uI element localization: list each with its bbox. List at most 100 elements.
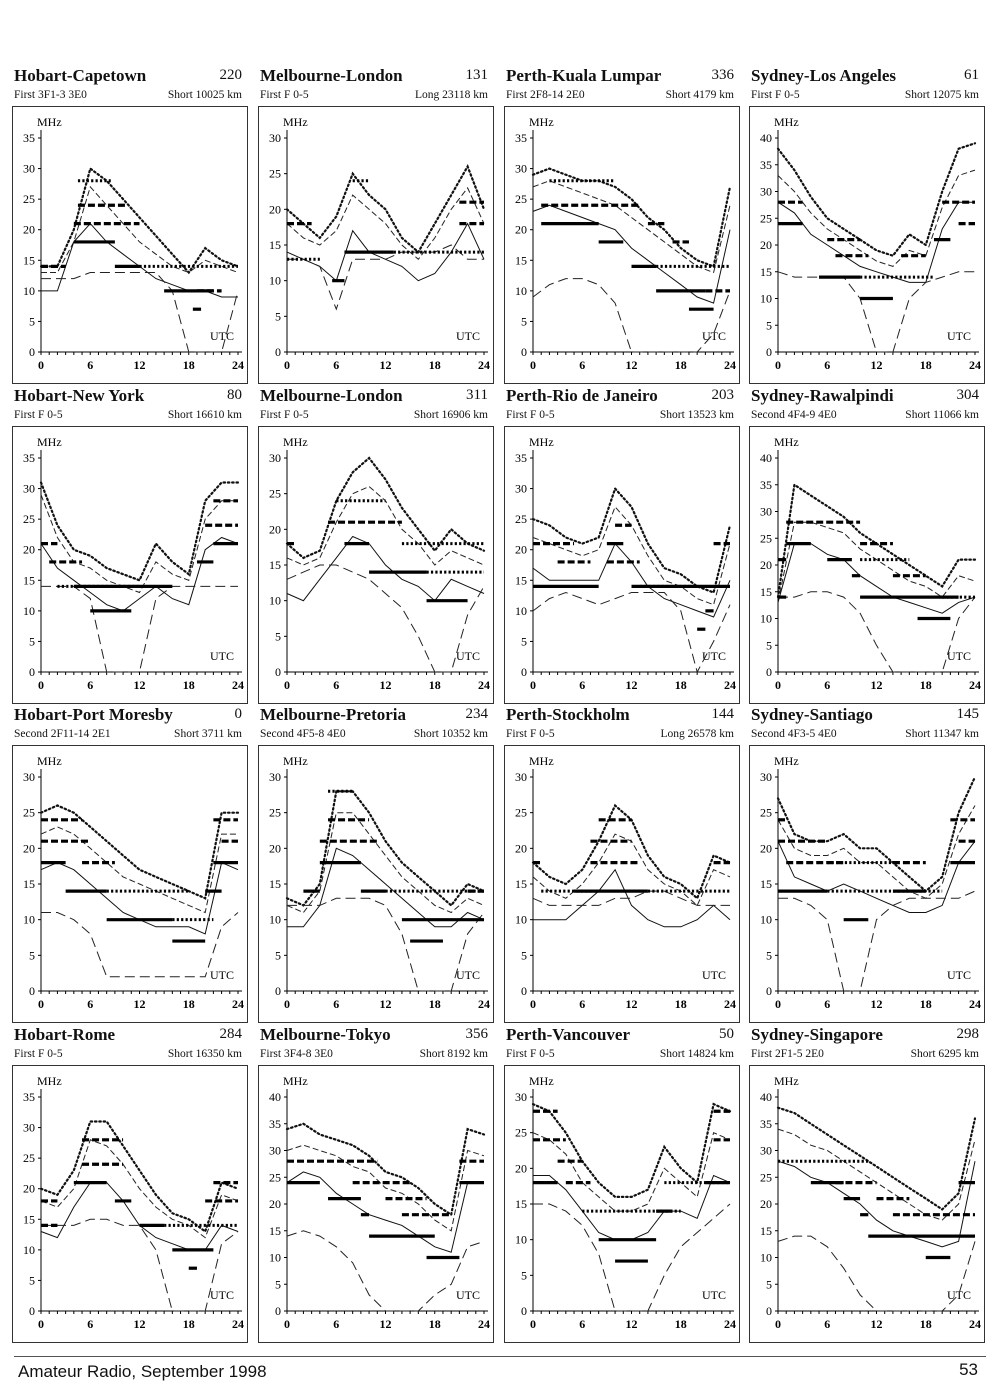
chart-mode: First 2F1-5 2E0 [751,1048,824,1060]
chart-number: 356 [465,1026,489,1042]
chart-number: 311 [466,387,488,403]
y-tick-label: 0 [521,345,527,359]
x-tick-label: 24 [969,358,981,372]
y-tick-label: 10 [515,604,527,618]
y-tick-label: 25 [515,192,527,206]
y-tick-label: 5 [766,948,772,962]
y-tick-label: 20 [760,1197,772,1211]
chart-panel: Hobart-Port Moresby 0 Second 2F11-14 2E1 Sh… [12,705,248,1023]
x-tick-label: 18 [183,1317,195,1331]
y-tick-label: 15 [760,585,772,599]
y-tick-label: 5 [521,1268,527,1282]
x-tick-label: 24 [478,1317,490,1331]
x-tick-label: 24 [478,358,490,372]
chart-panel: Melbourne-London 131 First F 0-5 Long 23118… [258,66,494,384]
y-tick-label: 0 [275,984,281,998]
chart-path: Short 10352 km [413,728,488,740]
y-tick-label: 20 [23,543,35,557]
series-upper-dashed [286,812,485,914]
y-tick-label: 25 [23,806,35,820]
chart-plot: 0 5 10 15 20 25 30 0 6 12 18 24 MHz UTC [23,754,244,1011]
x-tick-label: 0 [530,1317,536,1331]
chart-mode: Second 4F5-8 4E0 [260,728,346,740]
x-tick-label: 6 [579,1317,585,1331]
y-tick-label: 15 [269,558,281,572]
series-upper-dotted [776,1106,977,1211]
y-tick-label: 5 [29,1273,35,1287]
y-tick-label: 25 [23,512,35,526]
x-tick-label: 24 [232,1317,244,1331]
chart-frame [258,106,494,384]
y-tick-label: 5 [521,948,527,962]
x-tick-label: 12 [871,358,883,372]
chart-mode: Second 2F11-14 2E1 [14,728,111,740]
x-tick-label: 12 [380,1317,392,1331]
x-axis-label: UTC [210,329,234,343]
y-tick-label: 25 [760,806,772,820]
x-tick-label: 12 [871,997,883,1011]
chart-plot: 0 5 10 15 20 25 30 35 0 6 12 18 24 MHz UTC [23,1074,244,1331]
y-tick-label: 25 [515,1126,527,1140]
y-tick-label: 10 [760,1251,772,1265]
y-tick-label: 10 [515,913,527,927]
series-lower [532,278,731,353]
x-tick-label: 0 [530,358,536,372]
x-axis-label: UTC [210,968,234,982]
series-median [40,536,239,612]
chart-plot: 0 5 10 15 20 25 30 35 40 0 6 12 18 24 MHz UTC [760,1074,981,1331]
y-tick-label: 35 [760,1117,772,1131]
chart-path: Short 11347 km [905,728,979,740]
series-upper-dashed [777,521,976,603]
y-unit-label: MHz [283,1074,308,1088]
y-tick-label: 10 [760,292,772,306]
chart-plot: 0 5 10 15 20 25 30 35 40 0 6 12 18 24 MHz UTC [760,435,981,692]
y-tick-label: 25 [23,1151,35,1165]
x-tick-label: 24 [478,678,490,692]
y-tick-label: 20 [515,223,527,237]
y-tick-label: 10 [23,1243,35,1257]
chart-mode: First F 0-5 [14,1048,63,1060]
x-axis-label: UTC [947,649,971,663]
chart-number: 131 [465,67,489,83]
chart-number: 284 [219,1026,243,1042]
footer-page-number: 53 [959,1360,978,1379]
y-tick-label: 10 [760,913,772,927]
series-lower [286,564,485,673]
y-tick-label: 0 [766,1304,772,1318]
chart-path: Short 8192 km [419,1048,488,1060]
x-axis-label: UTC [456,329,480,343]
chart-panel: Perth-Stockholm 144 First F 0-5 Long 26578 … [504,705,740,1023]
series-upper-dotted [531,167,732,268]
y-tick-label: 0 [275,665,281,679]
series-upper-dotted [531,486,732,594]
chart-frame [258,1065,494,1343]
y-tick-label: 25 [515,512,527,526]
y-tick-label: 25 [269,167,281,181]
x-axis-label: UTC [210,649,234,663]
series-median [532,204,731,304]
y-tick-label: 0 [521,1304,527,1318]
chart-path: Short 10025 km [167,89,242,101]
series-upper-dotted [39,804,240,900]
x-tick-label: 24 [724,1317,736,1331]
chart-mode: First F 0-5 [260,409,309,421]
chart-title: Perth-Vancouver [506,1025,631,1044]
y-tick-label: 30 [515,162,527,176]
y-tick-label: 5 [766,1277,772,1291]
chart-panel: Perth-Rio de Janeiro 203 First F 0-5 Short … [504,386,740,704]
y-unit-label: MHz [774,435,799,449]
series-upper-dotted [285,790,486,907]
series-upper-dashed [41,185,239,274]
x-tick-label: 18 [675,678,687,692]
series-median [777,1160,976,1248]
x-tick-label: 24 [232,358,244,372]
x-tick-label: 12 [380,678,392,692]
chart-panel: Sydney-Santiago 145 Second 4F3-5 4E0 Short … [749,705,985,1023]
chart-number: 336 [711,67,735,83]
chart-panel: Sydney-Singapore 298 First 2F1-5 2E0 Short … [749,1025,985,1343]
series-lower [532,591,731,674]
y-tick-label: 0 [766,665,772,679]
chart-number: 61 [964,67,979,83]
series-upper-dashed [286,186,485,261]
chart-number: 220 [219,67,243,83]
